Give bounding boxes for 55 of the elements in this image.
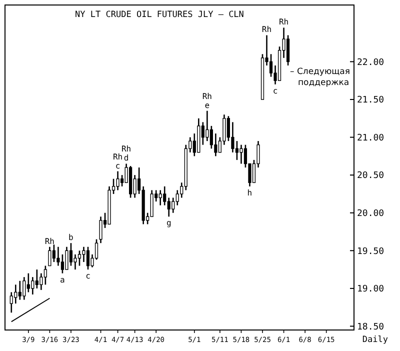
candlestick: [56, 246, 60, 266]
candlestick: [163, 186, 166, 206]
text: b: [68, 233, 74, 242]
candlestick: [22, 276, 26, 300]
candlestick: [26, 272, 30, 293]
candlestick: [286, 34, 290, 66]
y-tick-label: 20.50: [357, 171, 384, 182]
candlestick: [231, 122, 234, 154]
candlestick: [172, 197, 175, 214]
candlestick: [48, 246, 52, 266]
candlestick: [240, 144, 243, 164]
candlestick: [44, 265, 47, 286]
candlestick: [150, 190, 154, 218]
candlestick: [214, 132, 218, 157]
candlestick: [69, 242, 73, 266]
y-tick-label: 18.50: [357, 322, 384, 332]
text: Rh e: [202, 92, 212, 110]
candlestick: [65, 246, 68, 270]
text: Rh: [262, 25, 272, 34]
candlestick: [116, 170, 120, 191]
candlestick: [78, 250, 82, 266]
text: c: [86, 272, 90, 281]
y-tick-label: 21.00: [357, 133, 384, 144]
y-tick-label: 19.50: [357, 246, 384, 257]
candlestick: [14, 284, 18, 304]
candlestick: [35, 268, 38, 290]
y-tick-label: 21.50: [357, 96, 384, 106]
candlestick: [176, 190, 179, 206]
candlestick: [40, 272, 43, 291]
candlestick: [82, 246, 86, 263]
y-tick-label: 19.00: [357, 284, 384, 295]
candlestick: [99, 216, 102, 244]
candlestick: [158, 190, 162, 206]
text: Rh: [44, 236, 55, 246]
candlestick: [86, 246, 90, 270]
candlestick: [60, 254, 64, 274]
candlestick: [31, 276, 34, 296]
candlestick: [206, 110, 209, 142]
text: h: [247, 188, 252, 198]
annotation: – Следующая поддержка: [290, 67, 350, 88]
y-tick-label: 22.00: [357, 58, 384, 68]
candlestick: [269, 53, 273, 78]
text: g: [166, 218, 172, 228]
text: a: [60, 275, 65, 284]
candlestick: [210, 125, 213, 150]
text: Rh: [278, 18, 289, 27]
text: c: [272, 86, 278, 96]
candlestick: [18, 280, 22, 300]
x-axis-title: Daily: [362, 335, 388, 345]
candlestick: [74, 254, 77, 270]
text: NY LT CRUDE OIL FUTURES JLY — CLN: [75, 10, 244, 20]
text: Rh c: [112, 152, 123, 170]
candlestick: [10, 292, 13, 314]
y-tick-label: 20.00: [357, 209, 384, 219]
candlestick: [167, 197, 170, 218]
